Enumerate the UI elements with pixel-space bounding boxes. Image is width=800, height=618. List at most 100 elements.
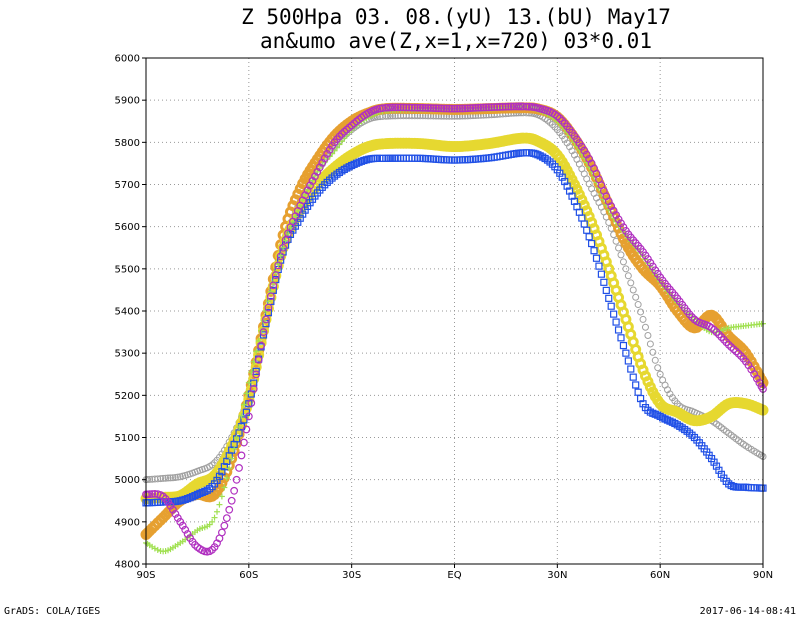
data-point — [257, 341, 265, 350]
data-point — [399, 103, 408, 112]
data-point — [245, 379, 252, 386]
x-tick-label: 90N — [753, 570, 773, 581]
data-point — [146, 475, 154, 483]
data-point — [629, 286, 637, 294]
data-point — [627, 279, 635, 287]
data-point — [688, 313, 696, 321]
data-point — [265, 298, 272, 305]
data-point — [632, 293, 640, 301]
data-point — [294, 207, 301, 214]
data-point — [622, 349, 630, 357]
data-point — [315, 163, 324, 172]
data-point — [413, 103, 422, 112]
data-point — [218, 528, 226, 537]
data-point — [614, 326, 623, 334]
data-point — [166, 501, 175, 510]
data-point — [335, 132, 344, 141]
data-point — [632, 381, 640, 389]
data-point — [279, 243, 288, 252]
data-point — [498, 102, 507, 111]
data-point — [534, 151, 542, 159]
data-point — [323, 149, 332, 158]
data-point — [226, 465, 233, 472]
data-point — [173, 514, 182, 522]
data-point — [605, 294, 613, 302]
data-point — [466, 104, 475, 113]
data-point — [216, 501, 223, 508]
data-point — [164, 474, 172, 482]
data-point — [437, 104, 446, 113]
data-point — [240, 438, 248, 447]
data-point — [532, 150, 540, 158]
data-point — [258, 327, 265, 334]
data-point — [320, 154, 329, 163]
data-point — [600, 278, 608, 286]
y-tick-label: 5100 — [115, 433, 140, 444]
data-point — [313, 167, 322, 176]
data-point — [169, 505, 177, 514]
y-tick-label: 5500 — [115, 264, 140, 275]
data-point — [266, 292, 275, 301]
x-tick-label: 30S — [342, 570, 361, 581]
data-point — [450, 104, 459, 113]
data-point — [548, 121, 556, 129]
data-point — [157, 475, 165, 483]
data-point — [602, 286, 610, 295]
y-axis: 4800 4900 5000 5100 5200 5300 5400 5500 5600 5700… — [115, 54, 146, 571]
data-point — [644, 332, 652, 340]
data-point — [340, 127, 349, 136]
data-point — [724, 340, 733, 349]
y-tick-label: 6000 — [115, 54, 140, 65]
data-point — [159, 492, 168, 501]
data-point — [617, 251, 625, 259]
data-point — [487, 103, 496, 112]
y-tick-label: 5800 — [115, 138, 140, 149]
data-point — [240, 401, 247, 408]
data-point — [577, 142, 586, 151]
data-point — [271, 271, 280, 279]
series-5 — [142, 102, 767, 556]
data-point — [230, 486, 239, 495]
data-point — [308, 177, 317, 185]
data-point — [231, 445, 238, 452]
data-point — [490, 103, 499, 112]
data-point — [169, 474, 177, 482]
data-point — [350, 119, 359, 128]
data-point — [622, 265, 630, 273]
chart-title: Z 500Hpa 03. 08.(yU) 13.(bU) May17 — [241, 5, 671, 29]
data-point — [171, 510, 180, 518]
data-point — [615, 244, 623, 252]
data-point — [634, 301, 642, 309]
data-point — [712, 328, 721, 336]
data-point — [639, 315, 647, 323]
y-tick-label: 5300 — [115, 349, 140, 360]
data-point — [282, 237, 289, 244]
data-point — [280, 244, 287, 251]
y-tick-label: 4900 — [115, 517, 140, 528]
y-tick-label: 5200 — [115, 391, 140, 402]
chart-subtitle: an&umo ave(Z,x=1,x=720) 03*0.01 — [260, 29, 652, 53]
data-point — [482, 103, 491, 112]
data-point — [592, 254, 601, 262]
data-point — [609, 206, 618, 215]
series-3 — [142, 149, 767, 507]
data-point — [509, 102, 518, 111]
data-point — [171, 473, 179, 481]
data-point — [243, 390, 250, 397]
data-point — [656, 370, 664, 378]
data-point — [253, 348, 260, 355]
data-point — [391, 103, 400, 112]
data-point — [210, 543, 219, 552]
data-point — [183, 530, 192, 538]
data-point — [181, 525, 190, 534]
data-point — [347, 121, 356, 130]
y-tick-label: 5000 — [115, 475, 140, 486]
data-point — [236, 424, 243, 431]
data-point — [649, 348, 657, 356]
data-point — [432, 104, 440, 113]
data-point — [440, 104, 448, 113]
data-point — [393, 103, 402, 112]
data-point — [434, 104, 443, 113]
data-point — [150, 489, 159, 498]
data-point — [463, 104, 472, 113]
